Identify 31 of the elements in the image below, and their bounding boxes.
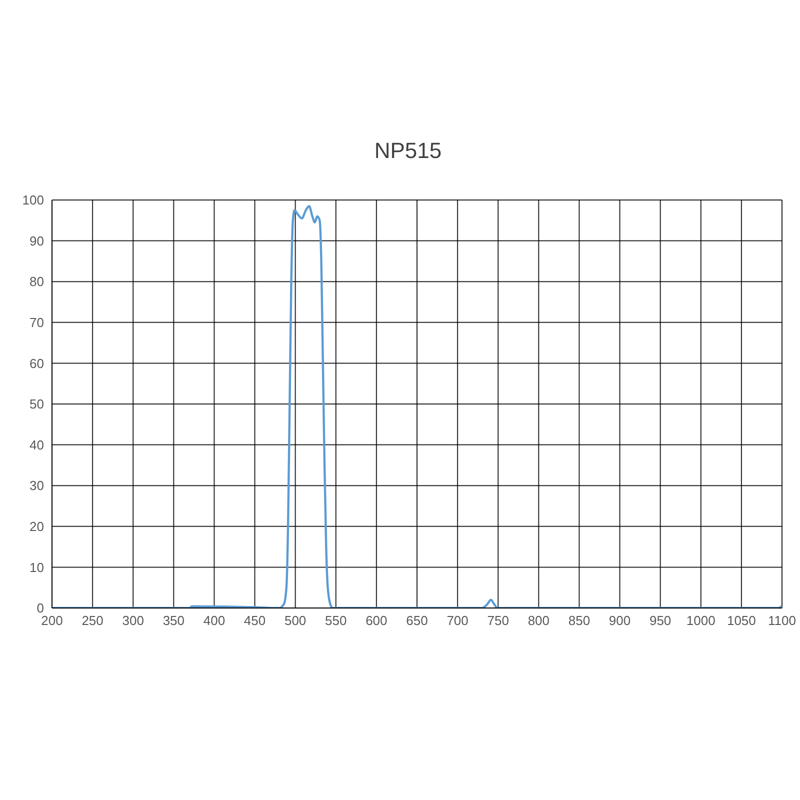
y-tick-label: 80 — [30, 274, 44, 290]
y-tick-label: 10 — [30, 560, 44, 575]
x-tick-label: 1050 — [726, 613, 756, 628]
x-tick-label: 850 — [568, 613, 590, 628]
x-tick-label: 400 — [203, 613, 226, 628]
x-tick-label: 700 — [446, 613, 468, 628]
y-tick-label: 90 — [30, 233, 44, 248]
chart-title: NP515 — [373, 138, 443, 165]
x-tick-label: 500 — [284, 613, 306, 628]
x-tick-label: 350 — [162, 613, 185, 628]
y-tick-label: 0 — [36, 600, 44, 616]
x-tick-label: 1000 — [686, 613, 716, 628]
x-tick-label: 300 — [122, 613, 144, 628]
x-tick-label: 900 — [608, 613, 631, 628]
x-tick-label: 650 — [406, 613, 428, 628]
x-tick-label: 950 — [649, 613, 672, 628]
y-tick-label: 100 — [22, 192, 44, 208]
y-tick-label: 20 — [30, 519, 44, 534]
x-tick-label: 250 — [82, 613, 104, 628]
y-tick-label: 50 — [30, 396, 44, 412]
x-tick-label: 200 — [41, 613, 63, 628]
y-tick-label: 40 — [30, 437, 44, 452]
x-tick-label: 800 — [528, 613, 550, 628]
x-tick-label: 550 — [325, 613, 347, 628]
y-tick-label: 60 — [30, 356, 44, 371]
x-tick-label: 450 — [244, 613, 266, 628]
x-tick-label: 750 — [487, 613, 509, 628]
x-tick-label: 1100 — [768, 613, 796, 628]
y-tick-label: 70 — [30, 315, 44, 330]
x-tick-label: 600 — [366, 613, 388, 628]
y-tick-label: 30 — [30, 478, 44, 494]
